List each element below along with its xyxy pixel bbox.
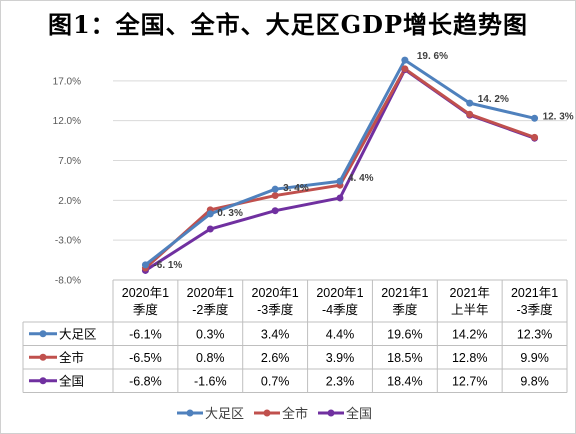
table-cell: 9.8%	[520, 374, 549, 388]
table-cell: 0.8%	[196, 351, 225, 365]
table-series-name: 大足区	[59, 327, 97, 341]
table-cell: -6.1%	[129, 327, 162, 341]
table-series-name: 全市	[59, 350, 84, 365]
y-tick-label: -8.0%	[55, 276, 81, 287]
category-label: -3季度	[257, 302, 294, 317]
data-label: 3. 4%	[283, 183, 309, 194]
data-point	[336, 194, 344, 202]
table-cell: 14.2%	[452, 327, 487, 341]
category-label: -2季度	[192, 302, 229, 317]
table-cell: 2.3%	[326, 374, 355, 388]
legend: 大足区 全市 全国	[177, 406, 372, 421]
category-label: -3季度	[517, 302, 554, 317]
category-label: 季度	[133, 302, 159, 317]
data-labels: -6. 1% 0. 3% 3. 4% 4. 4% 19. 6% 14. 2% 12. 3%	[153, 51, 573, 271]
data-label: 12. 3%	[543, 111, 574, 122]
table-legend-marker	[39, 330, 47, 338]
data-point	[206, 210, 214, 218]
category-label: 季度	[392, 302, 418, 317]
table-cell: 4.4%	[326, 327, 355, 341]
category-label: -4季度	[322, 302, 359, 317]
table-cell: 9.9%	[520, 351, 549, 365]
data-point	[271, 192, 279, 200]
series-lines	[144, 58, 536, 272]
table-cell: 12.3%	[517, 327, 552, 341]
data-point	[271, 185, 279, 193]
y-tick-label: 7.0%	[58, 156, 81, 167]
data-point	[271, 207, 279, 215]
category-label: 2020年1	[122, 286, 169, 300]
data-label: 0. 3%	[217, 208, 243, 219]
table-cell: -6.8%	[129, 374, 162, 388]
series-points	[141, 56, 539, 274]
data-point	[141, 261, 149, 269]
legend-marker	[263, 409, 271, 417]
data-point	[531, 133, 539, 141]
legend-marker	[186, 409, 194, 417]
table-cell: 3.9%	[326, 351, 355, 365]
data-point	[466, 110, 474, 118]
category-label: 2021年1	[381, 286, 428, 300]
data-point	[531, 114, 539, 122]
table-cell: 0.7%	[261, 374, 290, 388]
table-series-name: 全国	[59, 373, 84, 388]
data-point	[466, 99, 474, 107]
y-tick-label: 12.0%	[53, 116, 81, 127]
table-cell: 0.3%	[196, 327, 225, 341]
data-label: -6. 1%	[153, 260, 182, 271]
series-line-1	[144, 67, 536, 270]
table-cell: 18.5%	[387, 351, 422, 365]
table-cell: 19.6%	[387, 327, 422, 341]
y-axis-ticks: -8.0% -3.0% 2.0% 7.0% 12.0% 17.0%	[53, 76, 81, 286]
category-label: 2020年1	[187, 286, 234, 300]
table-cell: -6.5%	[129, 351, 162, 365]
table-cell: 12.8%	[452, 351, 487, 365]
data-point	[401, 56, 409, 64]
data-label: 4. 4%	[348, 173, 374, 184]
table-legend-marker	[39, 353, 47, 361]
data-label: 19. 6%	[417, 51, 448, 62]
table-cell: -1.6%	[194, 374, 227, 388]
table-legend-marker	[39, 377, 47, 385]
category-label: 2020年1	[316, 286, 363, 300]
data-label: 14. 2%	[478, 94, 509, 105]
y-tick-label: 17.0%	[53, 76, 81, 87]
data-table: 2020年1 季度 2020年1 -2季度 2020年1 -3季度 2020年1 -4季度 20…	[22, 279, 568, 393]
y-tick-label: 2.0%	[58, 196, 81, 207]
table-cell: 2.6%	[261, 351, 290, 365]
chart-title: 图1：全国、全市、大足区GDP增长趋势图	[47, 10, 529, 39]
data-point	[336, 177, 344, 185]
table-cell: 3.4%	[261, 327, 290, 341]
legend-marker	[327, 409, 335, 417]
category-label: 上半年	[451, 303, 489, 317]
legend-label: 大足区	[205, 406, 244, 421]
category-label: 2021年	[450, 286, 490, 300]
y-tick-label: -3.0%	[55, 236, 81, 247]
category-label: 2021年1	[511, 286, 558, 300]
legend-label: 全国	[346, 406, 372, 421]
table-cell: 12.7%	[452, 374, 487, 388]
category-label: 2020年1	[252, 286, 299, 300]
table-cell: 18.4%	[387, 374, 422, 388]
data-point	[206, 225, 214, 233]
legend-label: 全市	[282, 406, 308, 421]
data-point	[401, 65, 409, 73]
